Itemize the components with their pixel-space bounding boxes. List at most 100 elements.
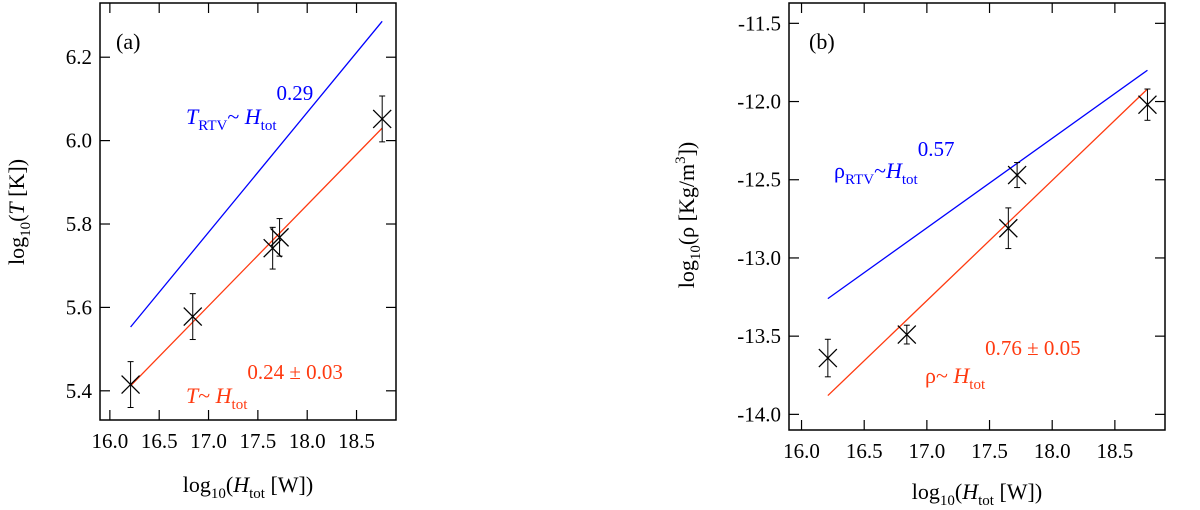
data-point xyxy=(270,218,290,257)
ann-hsub: tot xyxy=(902,172,919,188)
y-tick-label: -13.0 xyxy=(737,246,781,270)
ann-var: T xyxy=(186,383,200,408)
point-marker-stroke xyxy=(818,348,838,368)
x-tick-labels: 16.0 16.5 17.0 17.5 18.0 18.5 xyxy=(91,429,374,453)
ann-hvar: H xyxy=(244,104,262,129)
ylabel-open: ( xyxy=(674,238,699,245)
series-line-rtv xyxy=(827,69,1148,300)
ann-hsub: tot xyxy=(261,118,278,134)
x-tick-labels: 16.0 16.5 17.0 17.5 18.0 18.5 xyxy=(783,439,1133,463)
rtv-annotation: TRTV~ Htot 0.29 xyxy=(186,81,313,134)
plot-frame xyxy=(788,2,1166,431)
data-points xyxy=(121,95,392,408)
y-axis-title: log10(ρ [Kg/m3]) xyxy=(673,142,704,289)
series-lines xyxy=(130,20,383,387)
ann-var: ρ xyxy=(925,363,936,388)
ann-hvar: H xyxy=(885,158,903,183)
ann-sep: ~ xyxy=(198,383,215,408)
xlabel-sub: tot xyxy=(978,493,995,509)
point-marker-stroke xyxy=(270,227,290,247)
panel-b-density: 16.0 16.5 17.0 17.5 18.0 18.5 -14.0 -13.5 -13.0… xyxy=(673,2,1166,509)
data-points xyxy=(818,88,1157,378)
series-lines xyxy=(827,69,1148,397)
data-point xyxy=(372,95,392,143)
ylabel-prefix: log xyxy=(4,237,29,265)
ylabel-open: ( xyxy=(4,215,29,222)
series-line-rtv xyxy=(130,20,383,328)
xlabel-unit: [W]) xyxy=(265,472,313,497)
ann-hvar: H xyxy=(215,383,233,408)
ylabel-unit: [K]) xyxy=(4,159,29,202)
ann-hsub: tot xyxy=(232,397,249,413)
point-marker-stroke xyxy=(1137,95,1157,115)
xlabel-sub: tot xyxy=(249,486,266,502)
xlabel-var: H xyxy=(961,479,979,504)
xlabel-open: ( xyxy=(226,472,233,497)
series-line-fit xyxy=(827,88,1148,397)
panel-label: (a) xyxy=(116,29,140,54)
point-marker-stroke xyxy=(121,375,141,395)
ann-sub: RTV xyxy=(198,118,227,134)
x-tick-label: 18.0 xyxy=(1034,439,1071,463)
data-point xyxy=(998,207,1018,250)
x-tick-label: 18.5 xyxy=(1096,439,1133,463)
fit-annotation: T~ Htot 0.24 ± 0.03 xyxy=(186,360,343,413)
x-tick-label: 16.0 xyxy=(783,439,820,463)
y-tick-label: -14.0 xyxy=(737,402,781,426)
y-tick-label: -13.5 xyxy=(737,324,781,348)
ylabel-unit-sup: 3 xyxy=(673,156,689,164)
tick-marks xyxy=(100,3,396,420)
ann-sub: RTV xyxy=(845,172,874,188)
x-tick-label: 17.5 xyxy=(971,439,1008,463)
xlabel-prefix: log xyxy=(183,472,211,497)
x-tick-label: 18.5 xyxy=(338,429,375,453)
y-tick-label: 5.8 xyxy=(66,212,92,236)
point-marker-stroke xyxy=(897,325,917,345)
x-tick-label: 16.5 xyxy=(141,429,178,453)
ann-var: T xyxy=(186,104,200,129)
x-axis-title: log10(Htot [W]) xyxy=(183,472,313,502)
x-tick-label: 16.0 xyxy=(91,429,128,453)
x-tick-label: 17.0 xyxy=(908,439,945,463)
fit-annotation: ρ~ Htot 0.76 ± 0.05 xyxy=(925,336,1081,393)
ann-exp: 0.76 ± 0.05 xyxy=(985,336,1081,360)
ann-var: ρ xyxy=(834,158,845,183)
plot-frame xyxy=(99,2,397,421)
rtv-annotation: ρRTV~Htot 0.57 xyxy=(834,137,954,188)
ann-hsub: tot xyxy=(969,377,986,393)
x-axis-title: log10(Htot [W]) xyxy=(912,479,1042,509)
ylabel-base: 10 xyxy=(688,245,704,260)
data-point xyxy=(183,293,203,341)
y-tick-label: -12.5 xyxy=(737,168,781,192)
y-axis-title: log10(T [K]) xyxy=(4,159,34,265)
data-point xyxy=(1007,162,1027,189)
y-tick-labels: -14.0 -13.5 -13.0 -12.5 -12.0 -11.5 xyxy=(737,11,781,426)
data-point xyxy=(1137,88,1157,121)
ylabel-var: ρ xyxy=(674,227,699,238)
ann-hvar: H xyxy=(952,363,970,388)
xlabel-open: ( xyxy=(955,479,962,504)
xlabel-base: 10 xyxy=(940,493,955,509)
x-tick-label: 16.5 xyxy=(846,439,883,463)
ylabel-close: ]) xyxy=(674,142,699,157)
y-tick-label: -11.5 xyxy=(738,11,781,35)
ann-exp: 0.24 ± 0.03 xyxy=(247,360,343,384)
point-marker-stroke xyxy=(1007,165,1027,185)
panel-label: (b) xyxy=(809,29,835,54)
ann-sep: ~ xyxy=(936,363,953,388)
panel-a-temperature: 16.0 16.5 17.0 17.5 18.0 18.5 5.4 5.6 5.8 6.0 6.2… xyxy=(4,2,397,502)
y-tick-label: 5.6 xyxy=(66,295,92,319)
point-marker-stroke xyxy=(998,218,1018,238)
ylabel-var: T xyxy=(4,201,29,215)
ylabel-prefix: log xyxy=(674,260,699,288)
point-marker-stroke xyxy=(263,238,283,258)
y-tick-label: 6.0 xyxy=(66,129,92,153)
xlabel-base: 10 xyxy=(211,486,226,502)
data-point xyxy=(121,361,141,408)
ann-sep: ~ xyxy=(874,158,886,183)
xlabel-prefix: log xyxy=(912,479,940,504)
data-point xyxy=(818,338,838,378)
series-line-fit xyxy=(130,127,383,387)
ann-exp: 0.57 xyxy=(918,137,955,161)
